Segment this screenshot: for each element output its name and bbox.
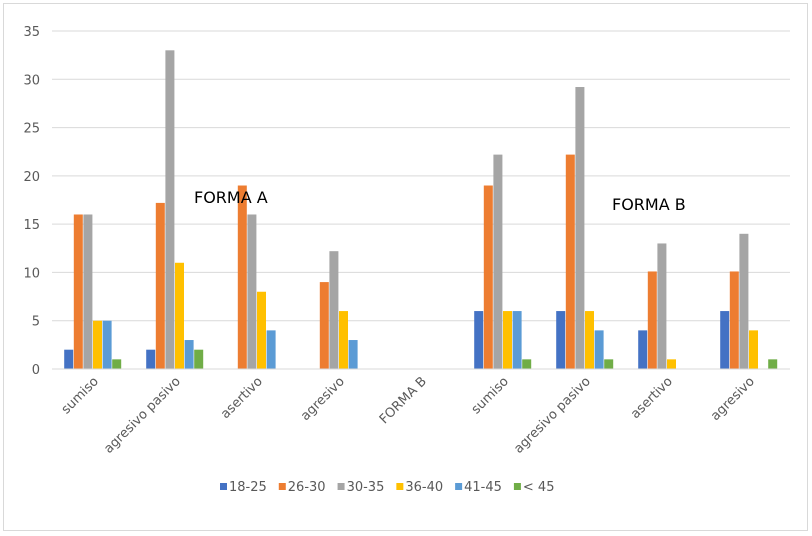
bar	[647, 271, 657, 369]
bar	[64, 349, 74, 369]
bar	[329, 251, 339, 369]
x-tick-label: asertivo	[628, 374, 676, 422]
y-tick-label: 15	[23, 218, 40, 233]
y-tick-label: 30	[23, 73, 40, 88]
legend-label: 41-45	[464, 480, 502, 495]
bar	[503, 311, 512, 369]
bar	[729, 271, 739, 369]
legend-swatch	[396, 483, 404, 490]
y-tick-label: 20	[23, 170, 40, 185]
bar	[73, 214, 83, 369]
bar	[257, 291, 266, 369]
y-tick-label: 5	[32, 315, 40, 330]
bar	[512, 311, 522, 369]
x-axis-labels: sumiso agresivo pasivo asertivo agresivo FOR…	[59, 374, 758, 457]
x-tick-label: sumiso	[469, 374, 512, 417]
bar	[483, 185, 493, 369]
y-tick-label: 35	[23, 25, 40, 40]
bar	[247, 214, 257, 369]
y-tick-label: 10	[23, 266, 40, 281]
legend-swatch	[455, 483, 463, 490]
legend-label: < 45	[523, 480, 555, 495]
x-tick-label: agresivo	[298, 374, 348, 424]
bar	[556, 311, 566, 369]
bar	[146, 349, 156, 369]
bar	[184, 340, 194, 369]
x-tick-label: agresivo	[708, 374, 758, 424]
bar	[565, 154, 575, 369]
bar	[749, 330, 758, 369]
x-tick-label: agresivo pasivo	[511, 374, 594, 457]
bar	[175, 262, 184, 369]
bar	[585, 311, 594, 369]
bars	[64, 50, 778, 370]
legend-swatch	[337, 483, 345, 490]
chart-frame	[3, 3, 808, 531]
bar	[165, 50, 175, 370]
y-axis-ticks: 0 5 10 15 20 25 30 35	[23, 25, 40, 378]
bar	[266, 330, 276, 369]
annotation-forma-a: FORMA A	[194, 188, 268, 207]
bar	[594, 330, 604, 369]
bar	[237, 185, 247, 369]
bar	[493, 154, 503, 369]
x-tick-label: sumiso	[59, 374, 102, 417]
bar	[604, 359, 614, 369]
annotation-forma-b: FORMA B	[612, 195, 686, 214]
legend-swatch	[220, 483, 227, 490]
legend-label: 26-30	[288, 480, 326, 495]
bar	[522, 359, 532, 369]
legend-label: 30-35	[347, 480, 385, 495]
bar	[112, 359, 122, 369]
bar	[768, 359, 778, 369]
legend-label: 18-25	[229, 480, 267, 495]
bar	[739, 233, 749, 369]
legend-label: 36-40	[405, 480, 443, 495]
y-tick-label: 0	[32, 363, 40, 378]
x-tick-label: FORMA B	[377, 374, 430, 427]
legend-swatch	[278, 483, 286, 490]
bar	[575, 87, 585, 369]
bar	[667, 359, 676, 369]
bar	[319, 282, 329, 369]
bar	[474, 311, 484, 369]
bar	[155, 202, 165, 369]
legend-swatch	[513, 483, 521, 490]
bar	[720, 311, 730, 369]
bar	[348, 340, 358, 369]
bar	[339, 311, 348, 369]
x-tick-label: asertivo	[218, 374, 266, 422]
bar	[102, 320, 112, 369]
y-tick-label: 25	[23, 122, 40, 137]
bar	[194, 349, 204, 369]
legend: 18-25 26-30 30-35 36-40 41-45 < 45	[220, 480, 554, 495]
x-tick-label: agresivo pasivo	[101, 374, 184, 457]
bar	[83, 214, 93, 369]
bar	[93, 320, 102, 369]
bar	[638, 330, 648, 369]
bar	[657, 243, 667, 369]
